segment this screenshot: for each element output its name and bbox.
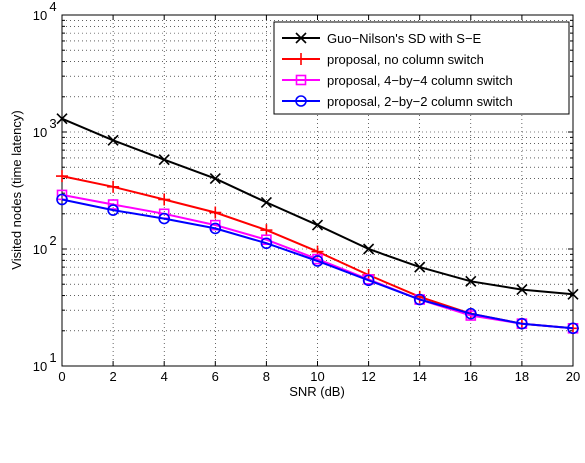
grid-lines	[62, 15, 573, 366]
y-tick-label-exponent: 1	[49, 350, 56, 365]
x-marker	[209, 172, 221, 185]
x-marker	[465, 275, 477, 287]
x-tick-label: 10	[310, 369, 324, 384]
legend-label: proposal, 4−by−4 column switch	[327, 73, 513, 88]
legend: Guo−Nilson's SD with S−E proposal, no col…	[273, 21, 570, 115]
x-tick-label: 14	[412, 369, 426, 384]
x-marker	[295, 32, 307, 44]
x-marker	[567, 288, 579, 300]
plus-marker	[260, 224, 273, 237]
series-line-3	[61, 193, 574, 330]
circle-marker	[567, 322, 579, 335]
square-marker	[56, 189, 68, 201]
circle-marker	[311, 255, 324, 267]
y-tick-label-exponent: 3	[49, 116, 56, 131]
x-marker	[516, 284, 528, 296]
x-marker	[158, 154, 170, 166]
circle-marker	[413, 293, 426, 306]
x-marker	[311, 219, 324, 231]
circle-marker	[464, 307, 477, 320]
x-tick-label: 18	[515, 369, 529, 384]
plus-marker	[107, 180, 120, 193]
x-tick-label: 8	[263, 369, 270, 384]
x-tick-label: 20	[566, 369, 580, 384]
circle-marker	[516, 317, 528, 330]
legend-label: proposal, 2−by−2 column switch	[327, 94, 513, 109]
plus-marker	[56, 170, 68, 183]
circle-marker	[362, 274, 375, 287]
circle-marker	[107, 204, 119, 216]
legend-label: Guo−Nilson's SD with S−E	[327, 31, 482, 46]
y-axis-title: Visited nodes (time latency)	[9, 110, 24, 269]
plus-marker	[158, 193, 171, 206]
square-marker	[295, 74, 307, 86]
y-tick-label: 10	[33, 8, 47, 23]
x-marker	[363, 243, 375, 255]
y-tick-label-exponent: 4	[49, 0, 56, 14]
x-tick-label: 4	[161, 369, 168, 384]
circle-marker	[56, 193, 68, 206]
y-tick-label: 10	[33, 242, 47, 257]
legend-box	[273, 21, 570, 115]
legend-label: proposal, no column switch	[327, 52, 484, 67]
y-tick-label: 10	[33, 359, 47, 374]
circle-marker	[260, 237, 273, 250]
circle-marker	[158, 212, 170, 225]
x-tick-label: 2	[109, 369, 116, 384]
x-marker	[107, 134, 119, 146]
x-axis-title: SNR (dB)	[289, 384, 345, 399]
plus-marker	[209, 206, 222, 219]
y-tick-label: 10	[33, 125, 47, 140]
y-tick-label-exponent: 2	[49, 233, 56, 248]
x-tick-label: 0	[58, 369, 65, 384]
x-tick-label: 6	[212, 369, 219, 384]
circle-marker	[295, 95, 307, 107]
x-marker	[414, 261, 426, 273]
x-marker	[56, 113, 68, 125]
circle-marker	[209, 222, 222, 235]
x-marker	[260, 196, 272, 209]
series-line-4	[61, 198, 574, 330]
series-group	[56, 113, 579, 335]
square-marker	[107, 199, 119, 210]
x-tick-label: 16	[464, 369, 478, 384]
plus-marker	[295, 53, 307, 65]
x-tick-label: 12	[361, 369, 375, 384]
